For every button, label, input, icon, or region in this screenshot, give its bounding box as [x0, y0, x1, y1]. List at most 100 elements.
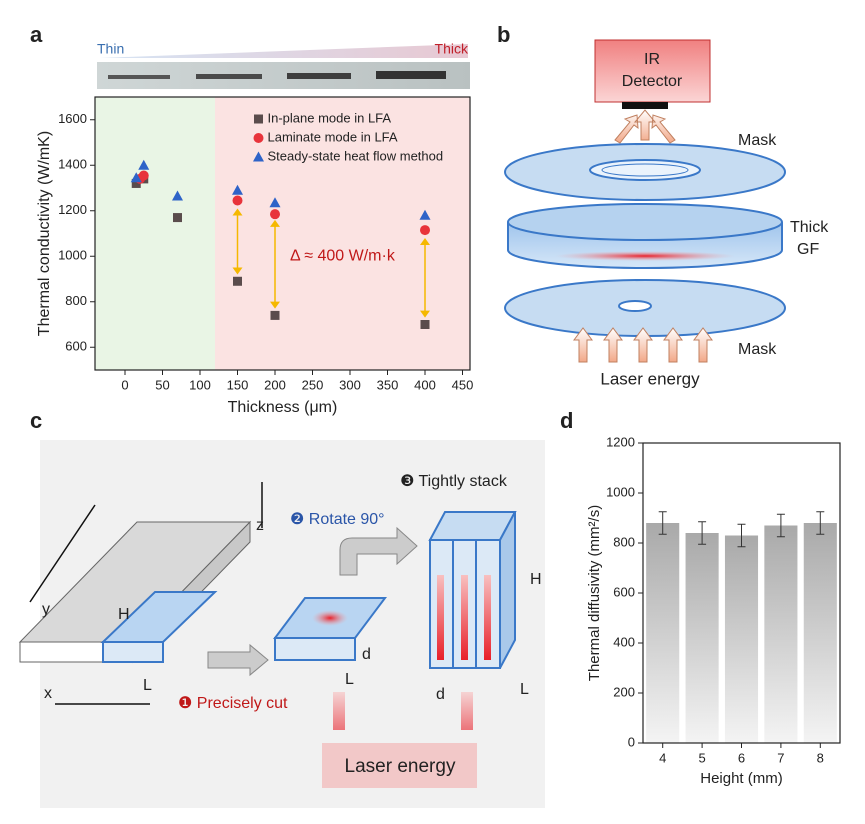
arrow-head: [232, 267, 243, 275]
heat-path: [461, 575, 468, 660]
y-tick-label: 600: [65, 339, 87, 354]
dim-label: L: [143, 677, 152, 694]
legend-marker: [253, 133, 264, 143]
sample: [108, 75, 170, 79]
dim-label: y: [42, 601, 50, 618]
data-point: [232, 184, 243, 195]
data-point: [270, 209, 280, 220]
x-tick-label: 8: [817, 750, 824, 765]
dim-label: H: [118, 606, 130, 623]
thickness-wedge: [100, 44, 468, 58]
bar: [646, 523, 680, 743]
laser-arrows: [573, 327, 713, 363]
x-tick-label: 150: [227, 377, 249, 392]
cut-side: [102, 641, 164, 663]
bar: [803, 523, 837, 743]
step-label: ❸ Tightly stack: [400, 473, 508, 490]
y-tick-label: 200: [613, 684, 635, 699]
x-tick-label: 4: [659, 750, 666, 765]
laser-label: Laser energy: [345, 756, 456, 777]
y-tick-label: 1600: [58, 111, 87, 126]
step-label: ❶ Precisely cut: [178, 695, 288, 712]
y-tick-label: 1000: [58, 248, 87, 263]
mask-hole: [618, 300, 652, 312]
data-point: [138, 159, 150, 170]
y-tick-label: 1000: [606, 484, 635, 499]
shaded-region: [95, 97, 215, 370]
ir-detector: [594, 39, 711, 103]
y-tick-label: 1200: [606, 434, 635, 449]
arrow-head: [232, 208, 243, 216]
heat-path: [437, 575, 444, 660]
legend-marker: [253, 151, 264, 162]
panel-label: c: [30, 408, 42, 433]
x-tick-label: 400: [414, 377, 436, 392]
data-point: [270, 310, 280, 320]
laser-box: [322, 743, 477, 788]
diagram-b: IR Detector Mask Thick GF Mask Laser ene…: [504, 39, 829, 388]
arrow-head: [420, 310, 430, 318]
x-tick-label: 100: [189, 377, 211, 392]
cut-arrow: [207, 643, 269, 677]
legend-label: Laminate mode in LFA: [268, 129, 398, 144]
x-axis-label: Thickness (μm): [228, 399, 338, 416]
sample: [287, 73, 351, 79]
data-point: [173, 213, 182, 223]
heat-path: [484, 575, 491, 660]
y-axis-label: Thermal conductivity (W/mK): [36, 131, 53, 336]
arrow-head: [420, 238, 430, 246]
data-point: [419, 209, 431, 220]
plot-frame: [94, 96, 471, 371]
data-point: [131, 178, 141, 188]
x-tick-label: 450: [452, 377, 474, 392]
legend-label: In-plane mode in LFA: [268, 110, 392, 125]
data-point: [233, 276, 242, 286]
dim-label: L: [520, 681, 529, 698]
cut-piece-side: [274, 637, 356, 661]
data-point: [232, 195, 243, 206]
graphene-top: [507, 203, 783, 241]
laser-label: Laser energy: [600, 369, 700, 388]
sample-label: Thick: [790, 219, 829, 236]
heat-spot: [555, 251, 735, 261]
data-point: [130, 172, 142, 183]
x-tick-label: 50: [155, 377, 169, 392]
y-tick-label: 800: [613, 534, 635, 549]
y-axis-label: Thermal diffusivity (mm²/s): [586, 505, 603, 681]
x-tick-label: 6: [738, 750, 745, 765]
sensor: [622, 102, 668, 109]
axis-y: [29, 504, 96, 603]
x-tick-label: 300: [339, 377, 361, 392]
y-tick-label: 0: [628, 734, 635, 749]
dim-label: z: [256, 517, 264, 534]
step-label: ❷ Rotate 90°: [290, 511, 385, 528]
dim-label: L: [345, 671, 354, 688]
x-tick-label: 5: [698, 750, 705, 765]
diagram-c: y H x L z ❷ Rotate 90° ❸ Tightly stack d…: [18, 440, 545, 808]
rotate-arrow: [339, 526, 418, 576]
x-tick-label: 250: [302, 377, 324, 392]
sample: [376, 71, 446, 79]
y-tick-label: 800: [65, 293, 87, 308]
x-tick-label: 0: [121, 377, 128, 392]
emission-arrows: [614, 109, 676, 144]
y-tick-label: 1200: [58, 202, 87, 217]
sample-label: GF: [797, 241, 819, 258]
dim-label: d: [436, 686, 445, 703]
detector-label: Detector: [622, 73, 683, 90]
panel-label: d: [560, 408, 573, 433]
laser-beam: [461, 692, 473, 730]
x-tick-label: 350: [377, 377, 399, 392]
y-tick-label: 400: [613, 634, 635, 649]
dim-label: x: [44, 685, 52, 702]
panel-label: a: [30, 22, 43, 47]
laser-beam: [333, 692, 345, 730]
data-point: [172, 190, 183, 201]
data-point: [420, 225, 430, 236]
dim-label: H: [530, 571, 542, 588]
panel-label: b: [497, 22, 510, 47]
mask-label: Mask: [738, 341, 777, 358]
data-point: [138, 170, 149, 181]
strip-label: Thin: [97, 41, 124, 57]
